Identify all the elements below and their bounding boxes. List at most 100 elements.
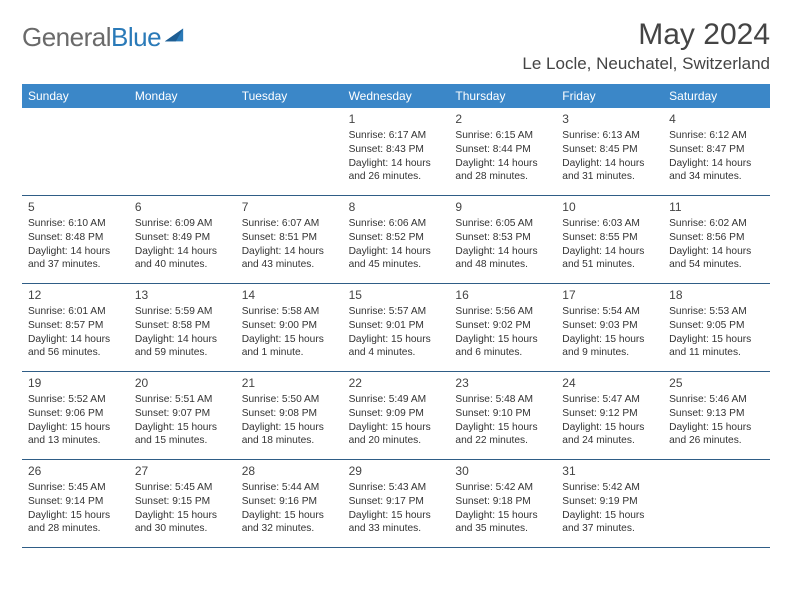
calendar-cell: 12Sunrise: 6:01 AM Sunset: 8:57 PM Dayli… [22, 284, 129, 372]
calendar-cell: 22 Sunrise: 5:49 AM Sunset: 9:09 PM Dayli… [343, 372, 450, 460]
calendar-cell [22, 108, 129, 196]
day-info: Sunrise: 5:52 AM Sunset: 9:06 PM Dayligh… [28, 393, 123, 448]
calendar-cell: 10 Sunrise: 6:03 AM Sunset: 8:55 PM Dayli… [556, 196, 663, 284]
calendar-cell: 23Sunrise: 5:48 AM Sunset: 9:10 PM Dayli… [449, 372, 556, 460]
calendar-cell: 28 Sunrise: 5:44 AM Sunset: 9:16 PM Dayli… [236, 460, 343, 548]
day-number: 25 [669, 375, 764, 391]
day-info: Sunrise: 6:13 AM Sunset: 8:45 PM Dayligh… [562, 129, 657, 184]
day-number: 6 [135, 199, 230, 215]
weekday-header: Saturday [663, 84, 770, 108]
day-number: 26 [28, 463, 123, 479]
day-number: 10 [562, 199, 657, 215]
day-number: 2 [455, 111, 550, 127]
day-number: 27 [135, 463, 230, 479]
day-number: 24 [562, 375, 657, 391]
day-info: Sunrise: 6:02 AM Sunset: 8:56 PM Dayligh… [669, 217, 764, 272]
logo-text: GeneralBlue [22, 22, 161, 53]
calendar-cell: 21Sunrise: 5:50 AM Sunset: 9:08 PM Dayli… [236, 372, 343, 460]
calendar-cell: 29 Sunrise: 5:43 AM Sunset: 9:17 PM Dayli… [343, 460, 450, 548]
day-info: Sunrise: 5:51 AM Sunset: 9:07 PM Dayligh… [135, 393, 230, 448]
calendar-cell: 19 Sunrise: 5:52 AM Sunset: 9:06 PM Dayli… [22, 372, 129, 460]
day-number: 20 [135, 375, 230, 391]
day-number: 23 [455, 375, 550, 391]
calendar-grid: 1 Sunrise: 6:17 AM Sunset: 8:43 PM Daylig… [22, 108, 770, 548]
day-number: 12 [28, 287, 123, 303]
day-info: Sunrise: 6:12 AM Sunset: 8:47 PM Dayligh… [669, 129, 764, 184]
day-info: Sunrise: 6:07 AM Sunset: 8:51 PM Dayligh… [242, 217, 337, 272]
day-number: 17 [562, 287, 657, 303]
day-number: 29 [349, 463, 444, 479]
title-block: May 2024 Le Locle, Neuchatel, Switzerlan… [522, 18, 770, 74]
calendar-cell: 4 Sunrise: 6:12 AM Sunset: 8:47 PM Daylig… [663, 108, 770, 196]
day-info: Sunrise: 5:58 AM Sunset: 9:00 PM Dayligh… [242, 305, 337, 360]
day-info: Sunrise: 6:15 AM Sunset: 8:44 PM Dayligh… [455, 129, 550, 184]
day-info: Sunrise: 5:46 AM Sunset: 9:13 PM Dayligh… [669, 393, 764, 448]
day-info: Sunrise: 5:45 AM Sunset: 9:14 PM Dayligh… [28, 481, 123, 536]
day-info: Sunrise: 6:06 AM Sunset: 8:52 PM Dayligh… [349, 217, 444, 272]
day-number: 30 [455, 463, 550, 479]
day-info: Sunrise: 5:44 AM Sunset: 9:16 PM Dayligh… [242, 481, 337, 536]
calendar-cell: 15 Sunrise: 5:57 AM Sunset: 9:01 PM Dayli… [343, 284, 450, 372]
day-number: 14 [242, 287, 337, 303]
day-info: Sunrise: 6:17 AM Sunset: 8:43 PM Dayligh… [349, 129, 444, 184]
calendar-cell: 18 Sunrise: 5:53 AM Sunset: 9:05 PM Dayli… [663, 284, 770, 372]
day-info: Sunrise: 5:45 AM Sunset: 9:15 PM Dayligh… [135, 481, 230, 536]
day-info: Sunrise: 5:53 AM Sunset: 9:05 PM Dayligh… [669, 305, 764, 360]
calendar-cell [663, 460, 770, 548]
day-info: Sunrise: 6:10 AM Sunset: 8:48 PM Dayligh… [28, 217, 123, 272]
day-number: 1 [349, 111, 444, 127]
day-info: Sunrise: 6:03 AM Sunset: 8:55 PM Dayligh… [562, 217, 657, 272]
day-number: 18 [669, 287, 764, 303]
day-info: Sunrise: 5:49 AM Sunset: 9:09 PM Dayligh… [349, 393, 444, 448]
calendar-cell: 14 Sunrise: 5:58 AM Sunset: 9:00 PM Dayli… [236, 284, 343, 372]
day-info: Sunrise: 5:56 AM Sunset: 9:02 PM Dayligh… [455, 305, 550, 360]
calendar-cell: 24 Sunrise: 5:47 AM Sunset: 9:12 PM Dayli… [556, 372, 663, 460]
calendar-cell [129, 108, 236, 196]
calendar-cell: 27 Sunrise: 5:45 AM Sunset: 9:15 PM Dayli… [129, 460, 236, 548]
day-number: 19 [28, 375, 123, 391]
day-info: Sunrise: 6:09 AM Sunset: 8:49 PM Dayligh… [135, 217, 230, 272]
calendar-cell [236, 108, 343, 196]
weekday-header: Thursday [449, 84, 556, 108]
location-label: Le Locle, Neuchatel, Switzerland [522, 54, 770, 74]
day-info: Sunrise: 5:42 AM Sunset: 9:19 PM Dayligh… [562, 481, 657, 536]
calendar-cell: 3Sunrise: 6:13 AM Sunset: 8:45 PM Daylig… [556, 108, 663, 196]
day-number: 5 [28, 199, 123, 215]
day-number: 22 [349, 375, 444, 391]
calendar-cell: 9 Sunrise: 6:05 AM Sunset: 8:53 PM Daylig… [449, 196, 556, 284]
logo: GeneralBlue [22, 22, 185, 53]
calendar-cell: 13 Sunrise: 5:59 AM Sunset: 8:58 PM Dayli… [129, 284, 236, 372]
day-number: 11 [669, 199, 764, 215]
calendar-cell: 11 Sunrise: 6:02 AM Sunset: 8:56 PM Dayli… [663, 196, 770, 284]
day-number: 28 [242, 463, 337, 479]
calendar-cell: 31 Sunrise: 5:42 AM Sunset: 9:19 PM Dayli… [556, 460, 663, 548]
day-info: Sunrise: 5:47 AM Sunset: 9:12 PM Dayligh… [562, 393, 657, 448]
logo-word-general: General [22, 22, 111, 52]
day-number: 21 [242, 375, 337, 391]
logo-triangle-icon [163, 23, 185, 45]
weekday-header: Sunday [22, 84, 129, 108]
day-number: 9 [455, 199, 550, 215]
logo-word-blue: Blue [111, 22, 161, 52]
day-info: Sunrise: 5:43 AM Sunset: 9:17 PM Dayligh… [349, 481, 444, 536]
calendar-cell: 16Sunrise: 5:56 AM Sunset: 9:02 PM Dayli… [449, 284, 556, 372]
calendar-cell: 25 Sunrise: 5:46 AM Sunset: 9:13 PM Dayli… [663, 372, 770, 460]
day-number: 31 [562, 463, 657, 479]
calendar-cell: 8Sunrise: 6:06 AM Sunset: 8:52 PM Daylig… [343, 196, 450, 284]
day-number: 4 [669, 111, 764, 127]
weekday-header: Tuesday [236, 84, 343, 108]
calendar-cell: 2 Sunrise: 6:15 AM Sunset: 8:44 PM Daylig… [449, 108, 556, 196]
calendar-cell: 6 Sunrise: 6:09 AM Sunset: 8:49 PM Daylig… [129, 196, 236, 284]
day-number: 15 [349, 287, 444, 303]
day-info: Sunrise: 5:59 AM Sunset: 8:58 PM Dayligh… [135, 305, 230, 360]
weekday-header: Monday [129, 84, 236, 108]
day-info: Sunrise: 5:54 AM Sunset: 9:03 PM Dayligh… [562, 305, 657, 360]
weekday-header-row: SundayMondayTuesdayWednesdayThursdayFrid… [22, 84, 770, 108]
page-header: GeneralBlue May 2024 Le Locle, Neuchatel… [22, 18, 770, 74]
calendar-cell: 26 Sunrise: 5:45 AM Sunset: 9:14 PM Dayli… [22, 460, 129, 548]
day-number: 13 [135, 287, 230, 303]
weekday-header: Wednesday [343, 84, 450, 108]
calendar-cell: 20 Sunrise: 5:51 AM Sunset: 9:07 PM Dayli… [129, 372, 236, 460]
day-info: Sunrise: 6:05 AM Sunset: 8:53 PM Dayligh… [455, 217, 550, 272]
day-info: Sunrise: 5:57 AM Sunset: 9:01 PM Dayligh… [349, 305, 444, 360]
